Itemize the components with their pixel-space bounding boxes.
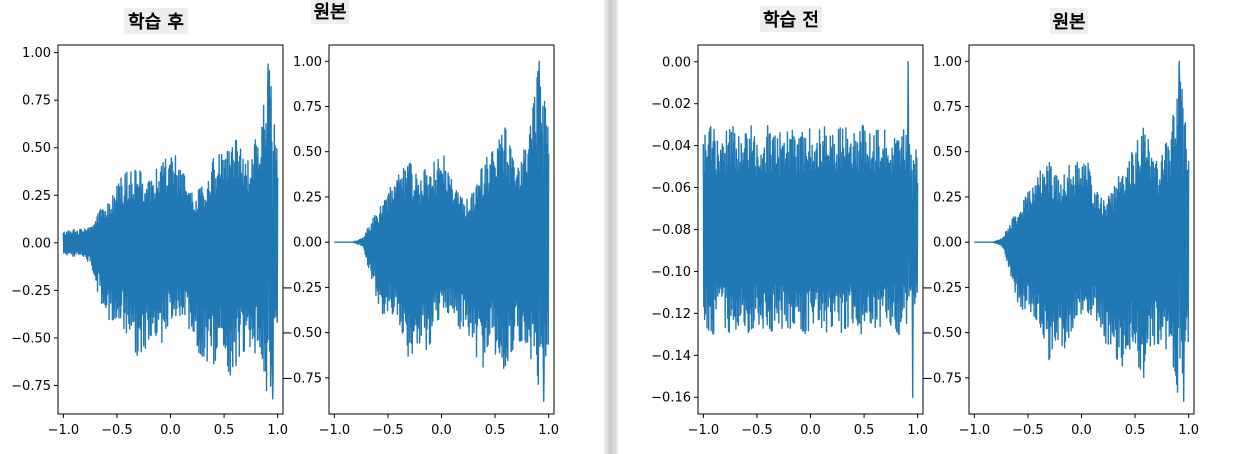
waveform-series xyxy=(702,61,919,398)
x-tick-label: 0.5 xyxy=(854,423,875,438)
chart-title: 학습 전 xyxy=(763,9,819,31)
y-tick-label: −0.04 xyxy=(651,139,691,154)
chart-original-2: 원본 xyxy=(1050,8,1088,34)
x-tick-label: −0.5 xyxy=(372,423,404,438)
x-tick-label: −1.0 xyxy=(319,423,351,438)
y-tick-label: −0.50 xyxy=(922,326,962,341)
y-tick-label: −0.25 xyxy=(922,281,962,296)
y-tick-label: 0.00 xyxy=(662,55,691,70)
y-tick-label: −0.08 xyxy=(651,223,691,238)
waveform-series xyxy=(334,60,550,403)
y-tick-label: 0.50 xyxy=(293,145,322,160)
x-tick-label: 0.0 xyxy=(1071,423,1092,438)
y-tick-label: −0.06 xyxy=(651,181,691,196)
x-tick-label: −0.5 xyxy=(1012,423,1044,438)
chart-title: 원본 xyxy=(313,2,346,23)
y-tick-label: −0.10 xyxy=(651,265,691,280)
y-tick-label: −0.12 xyxy=(651,307,691,322)
chart-title-bg xyxy=(760,6,822,32)
chart-before-training: 학습 전 xyxy=(760,6,822,32)
x-tick-label: 1.0 xyxy=(538,423,559,438)
y-tick-label: 0.75 xyxy=(933,100,962,115)
chart-after-training: 학습 후 xyxy=(124,8,188,34)
y-tick-label: −0.02 xyxy=(651,97,691,112)
x-tick-label: 0.5 xyxy=(485,423,506,438)
y-tick-label: 1.00 xyxy=(22,46,51,61)
x-tick-label: 0.0 xyxy=(800,423,821,438)
y-tick-label: 0.25 xyxy=(22,189,51,204)
y-tick-label: −0.14 xyxy=(651,349,691,364)
x-tick-label: −1.0 xyxy=(48,423,80,438)
y-tick-label: −0.16 xyxy=(651,391,691,406)
chart-title-bg xyxy=(1050,8,1088,34)
y-tick-label: −0.75 xyxy=(282,371,322,386)
y-tick-label: 1.00 xyxy=(933,55,962,70)
y-tick-label: 0.00 xyxy=(22,236,51,251)
chart-panel-3: −1.0 −0.5 0.0 0.5 1.0 0.00 −0.02 −0.04 −0.06 −0.0… xyxy=(651,44,928,438)
x-tick-label: −0.5 xyxy=(741,423,773,438)
chart-title: 원본 xyxy=(1052,12,1085,33)
chart-panel-1: −1.0 −0.5 0.0 0.5 1.0 1.00 0.75 0.50 0.25 0.00 −0.… xyxy=(11,44,288,438)
chart-title-bg xyxy=(124,8,188,34)
x-tick-label: 1.0 xyxy=(267,423,288,438)
y-tick-label: 1.00 xyxy=(293,55,322,70)
x-tick-label: 0.0 xyxy=(431,423,452,438)
y-tick-label: 0.50 xyxy=(933,145,962,160)
chart-original-1: 원본 xyxy=(311,0,349,24)
waveform-series xyxy=(974,60,1190,403)
chart-title-bg xyxy=(311,0,349,24)
y-tick-label: −0.50 xyxy=(282,326,322,341)
x-tick-label: 0.5 xyxy=(214,423,235,438)
y-tick-label: −0.50 xyxy=(11,331,51,346)
y-tick-label: 0.75 xyxy=(22,94,51,109)
x-tick-label: 0.0 xyxy=(160,423,181,438)
y-tick-label: 0.50 xyxy=(22,141,51,156)
y-tick-label: 0.75 xyxy=(293,100,322,115)
chart-title: 학습 후 xyxy=(128,11,184,33)
y-tick-label: 0.25 xyxy=(293,190,322,205)
x-tick-label: −1.0 xyxy=(959,423,991,438)
y-tick-label: −0.75 xyxy=(922,371,962,386)
x-tick-label: −1.0 xyxy=(688,423,720,438)
y-tick-label: −0.25 xyxy=(282,281,322,296)
y-tick-label: −0.25 xyxy=(11,284,51,299)
x-tick-label: 1.0 xyxy=(907,423,928,438)
x-tick-label: 1.0 xyxy=(1178,423,1199,438)
x-tick-label: 0.5 xyxy=(1125,423,1146,438)
chart-panel-4: −1.0 −0.5 0.0 0.5 1.0 1.00 0.75 0.50 0.25 0.00 −0.… xyxy=(922,44,1199,438)
window-divider xyxy=(604,0,618,454)
waveform-series xyxy=(62,63,279,400)
x-tick-label: −0.5 xyxy=(101,423,133,438)
y-tick-label: 0.25 xyxy=(933,190,962,205)
chart-panel-2: −1.0 −0.5 0.0 0.5 1.0 1.00 0.75 0.50 0.25 0.00 −0.… xyxy=(282,44,559,438)
y-tick-label: 0.00 xyxy=(933,236,962,251)
y-tick-label: 0.00 xyxy=(293,236,322,251)
y-tick-label: −0.75 xyxy=(11,379,51,394)
